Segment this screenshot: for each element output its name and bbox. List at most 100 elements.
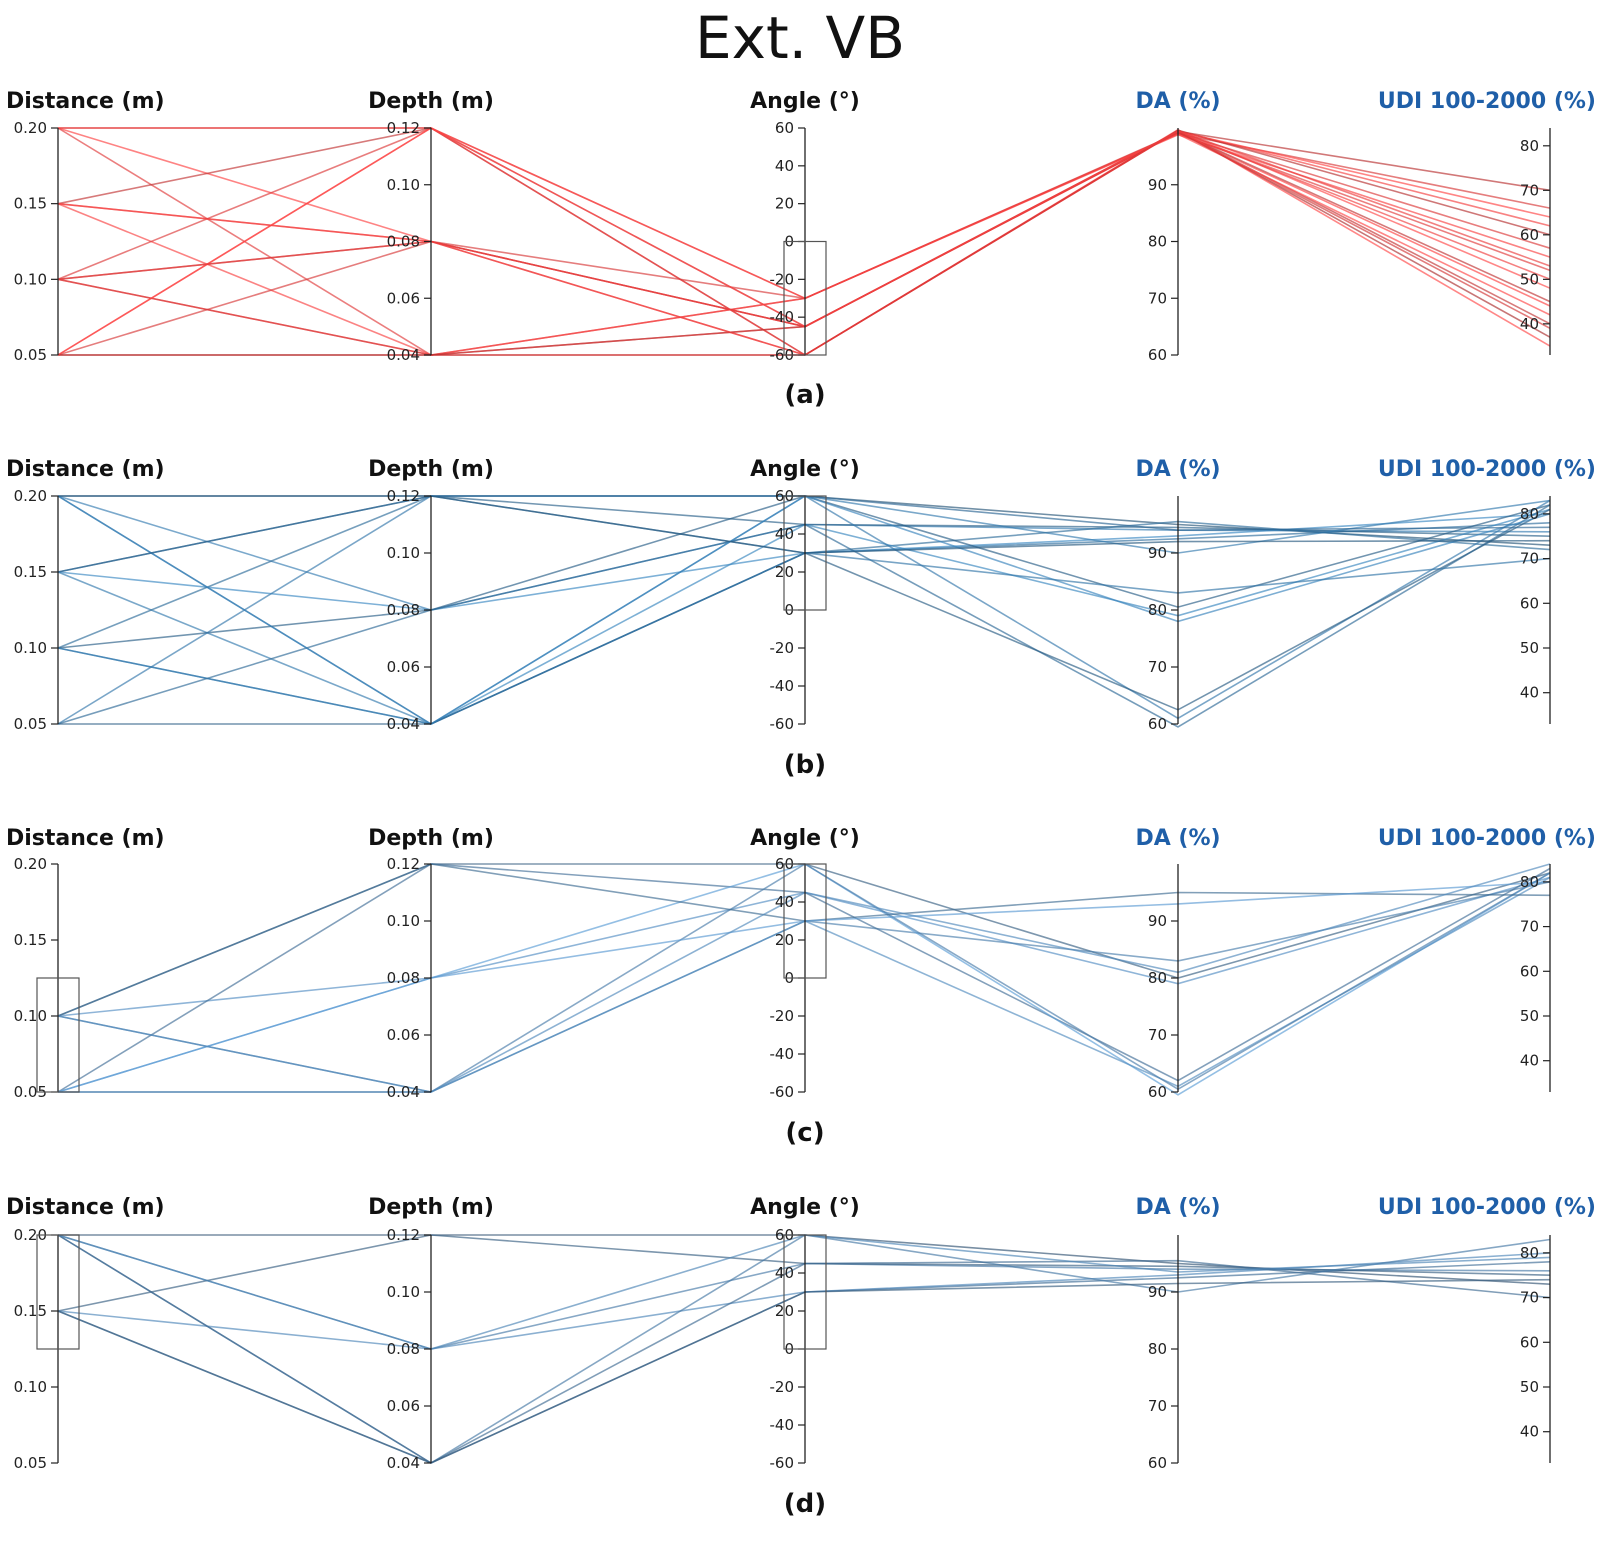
series-line[interactable] [57,1252,1551,1350]
axis-title: Depth (m) [368,826,494,851]
tick-label: 80 [1520,873,1539,891]
series-line[interactable] [58,1234,1551,1285]
tick-label: 60 [1148,715,1167,733]
tick-label: 40 [775,157,794,175]
tick-label: -40 [770,677,795,695]
axis-3[interactable]: 90 80 70 60 DA (%) [1135,826,1220,1101]
tick-label: 90 [1148,544,1167,562]
tick-label: 70 [1520,181,1539,199]
tick-label: 0.05 [14,346,47,364]
series-line[interactable] [57,881,1551,1093]
tick-label: 0.04 [387,1454,420,1472]
tick-label: 0.08 [387,1340,420,1358]
series-line[interactable] [57,863,1551,1096]
tick-label: 70 [1520,918,1539,936]
axis-3[interactable]: 90 80 70 60 DA (%) [1135,457,1220,733]
tick-label: 90 [1148,176,1167,194]
tick-label: 0.08 [387,233,420,251]
tick-label: 0.04 [387,346,420,364]
tick-label: 0.06 [387,1397,420,1415]
axis-1[interactable]: 0.12 0.10 0.08 0.06 0.04 Depth (m) [368,457,494,733]
tick-label: 50 [1520,1007,1539,1025]
axis-0[interactable]: 0.20 0.15 0.10 0.05 Distance (m) [6,826,165,1101]
panel-label: (a) [784,380,825,410]
axis-0[interactable]: 0.20 0.15 0.10 0.05 Distance (m) [6,457,165,733]
tick-label: 0.15 [14,931,47,949]
axis-0[interactable]: 0.20 0.15 0.10 0.05 Distance (m) [6,1195,165,1472]
brush-selection[interactable] [783,863,827,979]
series-line[interactable] [58,876,1551,1093]
tick-label: 70 [1148,1026,1167,1044]
series-line[interactable] [57,129,1551,356]
tick-label: 0.20 [14,1226,47,1244]
axis-title: Angle (°) [750,826,860,851]
tick-label: 0.10 [387,912,420,930]
panel-c: 0.20 0.15 0.10 0.05 Distance (m) 0.12 0.10 0.08… [6,826,1596,1148]
tick-label: 0.05 [14,1454,47,1472]
tick-label: 40 [1520,684,1539,702]
panel-a: 0.20 0.15 0.10 0.05 Distance (m) 0.12 0.10 0.08… [6,89,1596,410]
tick-label: 0.20 [14,487,47,505]
tick-label: 0.10 [14,270,47,288]
tick-label: 50 [1520,270,1539,288]
tick-label: 60 [1148,1454,1167,1472]
tick-label: 50 [1520,1378,1539,1396]
tick-label: -60 [770,346,795,364]
tick-label: 0.08 [387,601,420,619]
brush-selection[interactable] [36,1234,80,1350]
tick-label: 0.04 [387,1083,420,1101]
axis-4[interactable]: 80 70 60 50 40 UDI 100-2000 (%) [1378,1195,1596,1463]
figure-title: Ext. VB [694,4,906,72]
axis-title: Depth (m) [368,1195,494,1220]
axis-0[interactable]: 0.20 0.15 0.10 0.05 Distance (m) [6,89,165,364]
brush-selection[interactable] [783,240,827,356]
axis-1[interactable]: 0.12 0.10 0.08 0.06 0.04 Depth (m) [368,1195,494,1472]
brush-selection[interactable] [783,495,827,611]
axis-4[interactable]: 80 70 60 50 40 UDI 100-2000 (%) [1378,89,1596,355]
tick-label: 0.10 [14,639,47,657]
tick-label: 90 [1148,912,1167,930]
axis-title: Distance (m) [6,826,165,851]
tick-label: 80 [1520,1244,1539,1262]
axis-3[interactable]: 90 80 70 60 DA (%) [1135,1195,1220,1472]
tick-label: 60 [775,119,794,137]
polylines [57,495,1551,728]
panel-b: 0.20 0.15 0.10 0.05 Distance (m) 0.12 0.10 0.08… [6,457,1596,780]
tick-label: 90 [1148,1283,1167,1301]
series-line[interactable] [57,881,1551,1093]
series-line[interactable] [57,127,1551,328]
tick-label: 60 [1148,1083,1167,1101]
axis-1[interactable]: 0.12 0.10 0.08 0.06 0.04 Depth (m) [368,826,494,1101]
panel-d: 0.20 0.15 0.10 0.05 Distance (m) 0.12 0.10 0.08… [6,1195,1596,1519]
axis-4[interactable]: 80 70 60 50 40 UDI 100-2000 (%) [1378,826,1596,1092]
tick-label: 40 [1520,1423,1539,1441]
axis-1[interactable]: 0.12 0.10 0.08 0.06 0.04 Depth (m) [368,89,494,364]
tick-label: 0.10 [387,176,420,194]
tick-label: -60 [770,1454,795,1472]
brush-selection[interactable] [36,977,80,1093]
tick-label: -60 [770,1083,795,1101]
tick-label: 80 [1148,969,1167,987]
tick-label: -40 [770,308,795,326]
axis-title: DA (%) [1135,457,1220,482]
series-line[interactable] [58,495,1551,546]
polylines [57,863,1551,1096]
tick-label: 70 [1148,1397,1167,1415]
brush-selection[interactable] [783,1234,827,1350]
axis-title: Angle (°) [750,89,860,114]
series-line[interactable] [57,133,1551,356]
axis-title: Distance (m) [6,457,165,482]
tick-label: 0.10 [387,544,420,562]
axis-title: Depth (m) [368,89,494,114]
axis-4[interactable]: 80 70 60 50 40 UDI 100-2000 (%) [1378,457,1596,724]
tick-label: 0.12 [387,855,420,873]
tick-label: 0.06 [387,658,420,676]
tick-label: 0.12 [387,487,420,505]
tick-label: 0.04 [387,715,420,733]
tick-label: 0.12 [387,1226,420,1244]
axis-3[interactable]: 90 80 70 60 DA (%) [1135,89,1220,364]
series-line[interactable] [57,132,1551,356]
